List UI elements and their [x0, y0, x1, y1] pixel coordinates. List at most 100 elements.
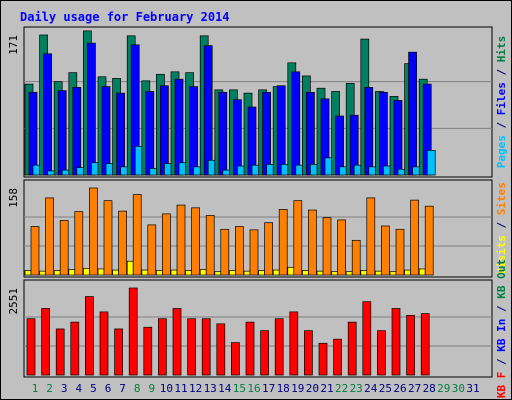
visits-bar [24, 270, 32, 276]
series-label-part: / [495, 62, 508, 82]
kbf-bar [41, 308, 50, 376]
x-tick-label: 20 [306, 382, 319, 395]
files-bar [291, 71, 301, 176]
visits-bar [287, 266, 295, 276]
x-tick-label: 2 [46, 382, 53, 395]
panel-top-ymax-label: 171 [7, 35, 20, 55]
visits-bar [156, 270, 163, 276]
sites-bar [118, 210, 127, 276]
panel-bottom-ymax-label: 2551 [7, 288, 20, 315]
x-tick-label: 11 [174, 382, 187, 395]
kbf-bar [201, 318, 211, 376]
files-bar [174, 78, 184, 176]
series-label-part: / [495, 299, 508, 319]
x-tick-label: 3 [61, 382, 68, 395]
series-label-part: Sites [495, 182, 508, 215]
sites-bar [351, 239, 361, 276]
kbf-bar [406, 314, 415, 376]
visits-bar [229, 270, 236, 276]
visits-bar [214, 271, 222, 276]
files-bar [262, 91, 271, 176]
sites-bar [162, 213, 171, 276]
sites-bar [191, 207, 200, 276]
series-label-part: / [495, 215, 508, 235]
files-bar [57, 90, 67, 176]
sites-bar [30, 226, 40, 276]
kbf-bar [274, 318, 284, 376]
files-bar [408, 51, 417, 176]
visits-bar [170, 269, 178, 276]
sites-bar [381, 225, 390, 276]
visits-bar [39, 270, 46, 276]
kbf-bar [289, 311, 299, 376]
x-tick-label: 7 [119, 382, 126, 395]
x-tick-label: 1 [32, 382, 39, 395]
visits-bar [389, 271, 397, 276]
sites-bar [176, 204, 186, 276]
sites-bar [249, 229, 259, 276]
panel-top: 171 Pages / Files / Hits [7, 26, 508, 178]
kbf-bar [245, 321, 255, 376]
x-tick-label: 5 [90, 382, 97, 395]
x-tick-label: 27 [408, 382, 421, 395]
visits-bar [375, 270, 382, 276]
kbf-bar [231, 342, 240, 376]
kbf-bar [70, 321, 80, 376]
sites-bar [45, 197, 54, 276]
files-bar [203, 45, 213, 176]
visits-bar [185, 270, 192, 276]
files-bar [306, 91, 315, 176]
sites-bar [59, 220, 69, 276]
sites-bar [410, 199, 419, 276]
kbf-bar [158, 318, 167, 376]
files-bar [28, 91, 38, 176]
kbf-bar [377, 330, 386, 376]
series-label-part: KB Out [495, 259, 508, 299]
visits-bar [331, 271, 338, 276]
visits-bar [83, 268, 90, 276]
visits-bar [97, 268, 105, 276]
visits-bar [316, 270, 324, 276]
x-tick-label: 8 [134, 382, 141, 395]
visits-bar [418, 268, 426, 276]
visits-bar [302, 270, 309, 276]
kbf-bar [85, 296, 94, 376]
sites-bar [278, 209, 288, 276]
files-bar [189, 86, 198, 176]
kbf-bar [216, 323, 226, 376]
kbf-bar [143, 326, 153, 376]
files-bar [379, 91, 388, 176]
x-tick-label: 14 [218, 382, 232, 395]
visits-bar [126, 260, 134, 276]
files-bar [335, 115, 344, 176]
series-label-part: KB F [495, 372, 508, 399]
visits-bar [243, 270, 251, 276]
sites-bar [74, 211, 84, 276]
sites-bar [205, 215, 215, 276]
sites-bar [264, 222, 273, 276]
x-tick-label: 28 [423, 382, 436, 395]
files-bar [276, 85, 286, 176]
x-tick-label: 9 [148, 382, 155, 395]
sites-bar [337, 219, 346, 276]
x-tick-label: 4 [75, 382, 82, 395]
visits-bar [360, 270, 368, 276]
series-label-part: Hits [495, 36, 508, 63]
kbf-bar [420, 313, 430, 376]
files-bar [72, 87, 82, 176]
sites-bar [424, 205, 434, 276]
sites-bar [366, 197, 376, 276]
sites-bar [220, 228, 230, 276]
kbf-bar [114, 328, 123, 376]
visits-bar [68, 269, 76, 276]
kbf-bar [128, 287, 138, 376]
kbf-bar [260, 330, 269, 376]
series-label-part: / [495, 115, 508, 135]
sites-bar [395, 228, 405, 276]
kbf-bar [391, 308, 401, 376]
files-bar [87, 42, 96, 176]
x-tick-label: 18 [277, 382, 290, 395]
sites-bar [308, 209, 317, 276]
files-bar [393, 100, 403, 176]
